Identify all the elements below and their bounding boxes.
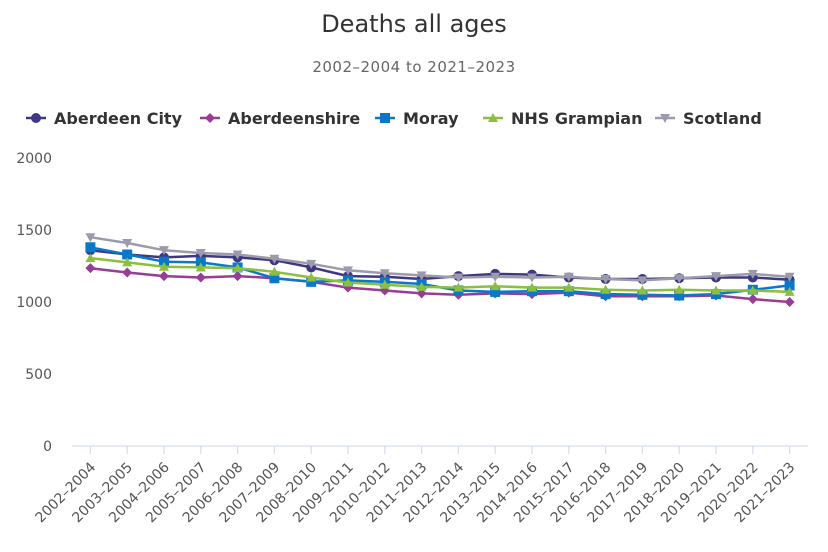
data-point[interactable] <box>306 259 317 269</box>
data-point[interactable] <box>784 286 795 296</box>
y-tick-label: 0 <box>43 439 52 455</box>
data-point[interactable] <box>747 285 758 295</box>
data-point[interactable] <box>600 284 611 294</box>
data-point[interactable] <box>159 256 169 267</box>
chart-subtitle: 2002–2004 to 2021–2023 <box>312 58 515 76</box>
data-point[interactable] <box>159 261 169 271</box>
data-point[interactable] <box>637 276 648 286</box>
data-point[interactable] <box>85 242 96 253</box>
data-point[interactable] <box>490 286 501 297</box>
legend: Aberdeen City Aberdeenshire Moray NHS Gramp… <box>26 109 762 128</box>
data-point[interactable] <box>379 269 390 279</box>
legend-marker-icon <box>488 113 498 122</box>
legend-label: Scotland <box>683 109 762 128</box>
data-point[interactable] <box>416 281 427 291</box>
legend-item-aberdeenshire[interactable]: Aberdeenshire <box>200 109 360 128</box>
data-point[interactable] <box>122 249 133 260</box>
series-line[interactable] <box>90 256 790 294</box>
data-point[interactable] <box>563 272 574 282</box>
data-point[interactable] <box>711 285 721 295</box>
data-point[interactable] <box>490 281 501 291</box>
data-point[interactable] <box>600 274 611 284</box>
y-tick-label: 1000 <box>16 295 52 311</box>
data-point[interactable] <box>637 285 648 295</box>
legend-label: NHS Grampian <box>511 109 643 128</box>
data-point[interactable] <box>416 271 427 281</box>
legend-marker-icon <box>380 113 390 123</box>
data-point[interactable] <box>563 282 574 292</box>
data-point[interactable] <box>122 267 133 278</box>
series-scotland <box>85 233 795 286</box>
legend-marker-icon <box>31 113 41 123</box>
legend-item-scotland[interactable]: Scotland <box>655 109 762 128</box>
series-moray <box>85 242 795 301</box>
data-point[interactable] <box>527 273 537 283</box>
data-point[interactable] <box>232 271 243 282</box>
legend-marker-icon <box>205 113 215 123</box>
y-tick-label: 2000 <box>16 151 52 167</box>
data-point[interactable] <box>637 289 648 300</box>
data-point[interactable] <box>269 254 280 264</box>
data-point[interactable] <box>306 272 317 282</box>
data-point[interactable] <box>159 271 169 282</box>
legend-marker-icon <box>660 114 670 123</box>
data-point[interactable] <box>269 273 280 284</box>
data-point[interactable] <box>784 272 795 282</box>
y-tick-label: 1500 <box>16 223 52 239</box>
data-point[interactable] <box>195 272 206 283</box>
data-point[interactable] <box>232 250 243 260</box>
data-point[interactable] <box>784 280 795 291</box>
data-point[interactable] <box>232 263 243 273</box>
chart-title: Deaths all ages <box>321 10 507 38</box>
data-point[interactable] <box>195 249 206 259</box>
data-point[interactable] <box>747 294 758 305</box>
data-point[interactable] <box>343 266 353 276</box>
y-tick-label: 500 <box>25 367 52 383</box>
legend-label: Aberdeenshire <box>228 109 360 128</box>
data-point[interactable] <box>343 277 353 287</box>
data-point[interactable] <box>527 282 537 292</box>
legend-label: Moray <box>403 109 459 128</box>
data-point[interactable] <box>453 282 464 292</box>
data-point[interactable] <box>195 257 206 268</box>
series-line[interactable] <box>90 235 790 282</box>
legend-label: Aberdeen City <box>54 109 183 128</box>
data-point[interactable] <box>122 238 133 248</box>
data-point[interactable] <box>453 273 464 283</box>
data-point[interactable] <box>195 262 206 272</box>
data-point[interactable] <box>674 290 685 301</box>
data-point[interactable] <box>490 272 501 282</box>
data-point[interactable] <box>784 297 795 307</box>
legend-item-nhs-grampian[interactable]: NHS Grampian <box>483 109 643 128</box>
x-axis: 2002–20042003–20052004–20062005–20072006… <box>33 445 808 526</box>
data-point[interactable] <box>85 253 96 263</box>
y-axis: 0 500 1000 1500 2000 <box>16 151 52 455</box>
plot-area <box>85 233 795 307</box>
data-point[interactable] <box>306 276 317 287</box>
data-point[interactable] <box>674 274 685 284</box>
series-nhs-grampian <box>85 253 795 296</box>
series-aberdeenshire <box>85 263 795 307</box>
series-line[interactable] <box>90 266 790 304</box>
data-point[interactable] <box>600 289 611 300</box>
data-point[interactable] <box>122 257 133 267</box>
data-point[interactable] <box>85 263 96 274</box>
legend-item-aberdeen-city[interactable]: Aberdeen City <box>26 109 183 128</box>
data-point[interactable] <box>269 266 280 276</box>
legend-item-moray[interactable]: Moray <box>375 109 459 128</box>
data-point[interactable] <box>711 272 721 282</box>
data-point[interactable] <box>379 279 390 289</box>
data-point[interactable] <box>159 246 169 256</box>
data-point[interactable] <box>674 284 685 294</box>
data-point[interactable] <box>85 233 96 243</box>
data-point[interactable] <box>747 269 758 279</box>
